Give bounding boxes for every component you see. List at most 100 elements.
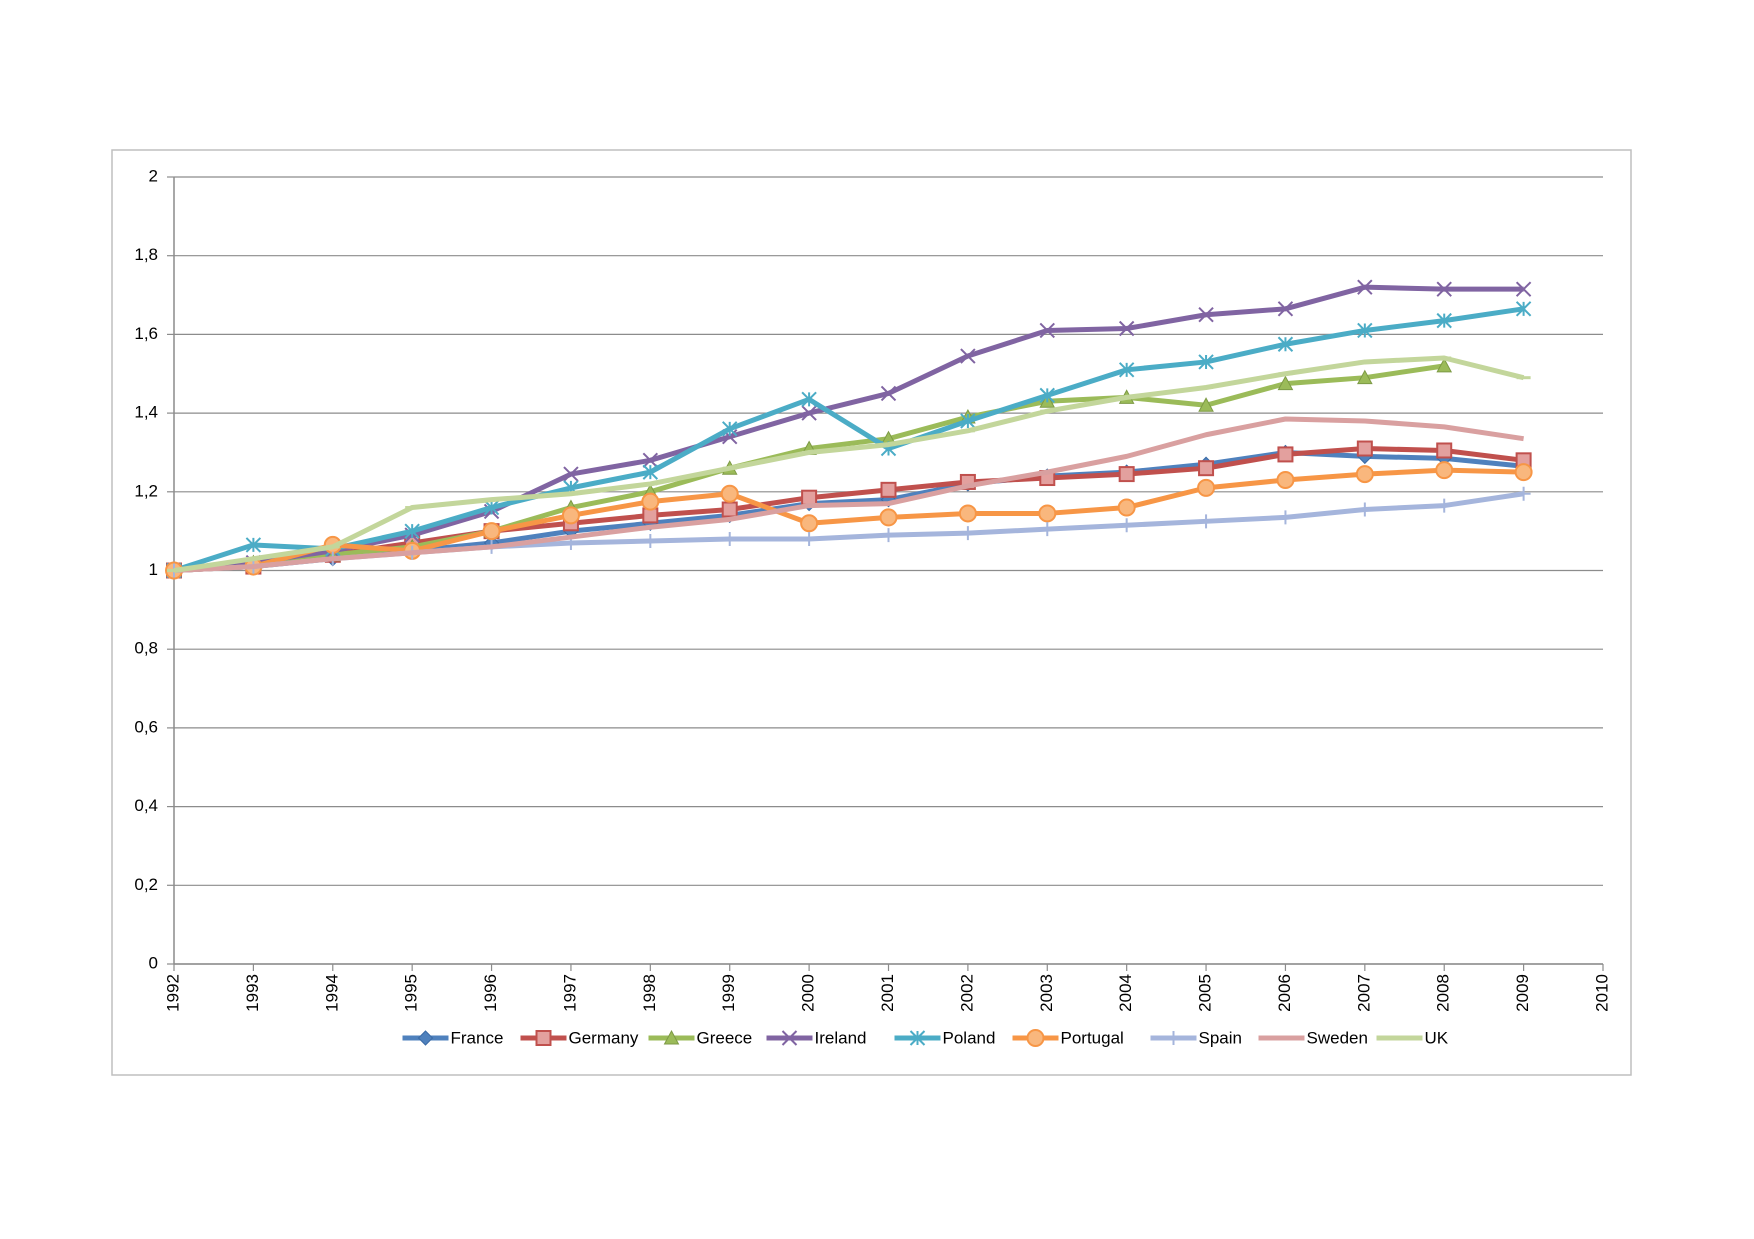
x-tick-label: 1996 [481,974,500,1012]
marker [642,452,659,469]
marker [663,1029,680,1045]
marker [1436,312,1452,329]
marker [535,1030,552,1046]
chart-frame [111,149,1632,1076]
legend-item: Greece [648,1028,753,1047]
marker [1357,279,1373,295]
marker [1436,442,1453,459]
marker [1198,354,1214,370]
marker [1356,369,1373,385]
legend-label: Poland [943,1028,996,1047]
marker [801,489,818,506]
marker [1277,446,1294,463]
marker [960,526,975,541]
x-tick-label: 1994 [322,974,341,1012]
y-tick-label: 0,6 [134,717,158,736]
marker [720,484,739,503]
y-tick-label: 1,8 [134,245,158,264]
y-tick-label: 2 [149,166,158,185]
x-tick-label: 1997 [560,974,579,1012]
y-tick-label: 0,4 [134,796,158,815]
marker [722,421,738,437]
legend-label: UK [1425,1028,1449,1047]
legend-label: Sweden [1307,1028,1368,1047]
x-tick-label: 2006 [1275,974,1294,1012]
y-tick-label: 1,2 [134,481,158,500]
legend-item: Germany [520,1028,639,1047]
marker [643,533,658,548]
legend-item: Sweden [1258,1028,1368,1047]
series [173,416,1524,573]
marker [1199,514,1214,529]
x-tick-label: 2002 [957,974,976,1012]
marker [1357,502,1372,517]
series-line [173,416,1524,573]
marker [1436,281,1452,297]
marker [721,501,738,518]
marker [483,499,500,516]
marker [881,528,896,543]
marker [1515,301,1532,317]
series-line [173,355,1525,573]
series-line [173,306,1524,573]
marker [1276,470,1295,489]
marker [1119,518,1134,533]
marker [781,1030,798,1046]
legend-item: Spain [1150,1028,1242,1047]
marker [417,1030,434,1046]
marker [1118,362,1135,378]
x-tick-label: 2007 [1354,974,1373,1012]
marker [722,532,737,547]
marker [1435,461,1454,480]
legend-label: Spain [1199,1028,1242,1047]
marker [563,466,579,482]
marker [1357,322,1373,339]
marker [1437,498,1452,513]
marker [1516,486,1531,501]
series [166,301,1532,579]
series [167,355,1531,573]
marker [1356,440,1373,457]
legend-item: UK [1376,1028,1449,1047]
marker [1277,336,1294,352]
marker [958,504,977,523]
marker [1278,510,1293,525]
marker [1515,281,1532,297]
marker [1026,1029,1045,1047]
marker [1040,522,1055,537]
legend-label: Greece [697,1028,753,1047]
marker [642,464,659,480]
marker [1277,301,1294,317]
x-tick-label: 1993 [243,974,262,1012]
x-tick-label: 2001 [878,974,897,1012]
marker [1514,463,1533,482]
marker [802,532,817,547]
x-tick-label: 1995 [402,974,421,1012]
marker [880,481,897,498]
marker [482,522,501,541]
series-line [173,284,1524,573]
y-tick-label: 0,8 [134,639,158,658]
series-line [173,446,1524,573]
y-tick-label: 1 [149,560,158,579]
marker [1198,460,1215,477]
y-tick-label: 1,4 [134,403,158,422]
marker [1039,387,1055,404]
marker [1197,478,1216,497]
legend-label: Ireland [815,1028,867,1047]
legend-item: Portugal [1012,1028,1124,1047]
marker [404,523,420,539]
y-tick-label: 1,6 [134,324,158,343]
marker [800,514,819,533]
marker [1166,1031,1181,1045]
y-tick-label: 0 [149,953,158,972]
marker [1436,357,1453,373]
legend-label: Portugal [1061,1028,1124,1047]
marker [1118,320,1135,337]
marker [879,508,898,527]
marker [1039,322,1055,339]
legend-label: Germany [569,1028,639,1047]
x-tick-label: 1999 [719,974,738,1012]
marker [245,537,262,553]
